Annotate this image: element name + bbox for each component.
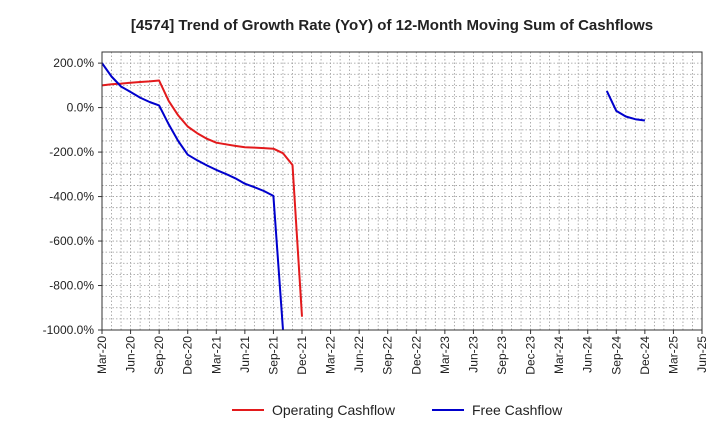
x-tick-label: Sep-24 bbox=[609, 336, 623, 375]
free-cashflow-line bbox=[102, 62, 284, 330]
x-tick-label: Jun-25 bbox=[695, 336, 709, 373]
x-tick-label: Jun-23 bbox=[466, 336, 480, 373]
series-lines bbox=[102, 62, 646, 330]
x-tick-label: Mar-21 bbox=[209, 336, 223, 374]
y-tick-label: -600.0% bbox=[49, 234, 94, 248]
x-tick-label: Dec-21 bbox=[295, 336, 309, 375]
grid bbox=[102, 52, 702, 330]
y-tick-label: -400.0% bbox=[49, 190, 94, 204]
free-cashflow-line bbox=[605, 90, 646, 122]
x-tick-label: Sep-23 bbox=[495, 336, 509, 375]
y-tick-label: -1000.0% bbox=[43, 323, 95, 337]
operating-cashflow-line bbox=[102, 79, 303, 317]
x-axis-ticks: Mar-20 Jun-20 Sep-20 Dec-20 Mar-21 Jun-21 Sep-… bbox=[95, 330, 709, 375]
y-tick-label: 0.0% bbox=[67, 101, 95, 115]
x-tick-label: Sep-21 bbox=[266, 336, 280, 375]
x-tick-label: Dec-24 bbox=[638, 336, 652, 375]
chart-title: [4574] Trend of Growth Rate (YoY) of 12-… bbox=[131, 17, 653, 34]
x-tick-label: Jun-24 bbox=[581, 336, 595, 373]
x-tick-label: Sep-22 bbox=[381, 336, 395, 375]
x-tick-label: Mar-25 bbox=[666, 336, 680, 374]
x-tick-label: Sep-20 bbox=[152, 336, 166, 375]
y-tick-label: -800.0% bbox=[49, 279, 94, 293]
legend-label-operating-cashflow: Operating Cashflow bbox=[272, 402, 396, 418]
y-tick-label: -200.0% bbox=[49, 145, 94, 159]
plot-border bbox=[101, 51, 703, 331]
legend-label-free-cashflow: Free Cashflow bbox=[472, 402, 563, 418]
legend: Operating Cashflow Free Cashflow bbox=[232, 402, 563, 418]
x-tick-label: Dec-22 bbox=[409, 336, 423, 375]
x-tick-label: Dec-23 bbox=[524, 336, 538, 375]
x-tick-label: Mar-24 bbox=[552, 336, 566, 374]
x-tick-label: Jun-22 bbox=[352, 336, 366, 373]
x-tick-label: Mar-20 bbox=[95, 336, 109, 374]
x-tick-label: Mar-23 bbox=[438, 336, 452, 374]
y-axis-ticks: 200.0% 0.0% -200.0% -400.0% -600.0% -800.0% -1… bbox=[43, 56, 102, 337]
x-tick-label: Dec-20 bbox=[181, 336, 195, 375]
x-tick-label: Mar-22 bbox=[324, 336, 338, 374]
x-tick-label: Jun-21 bbox=[238, 336, 252, 373]
y-tick-label: 200.0% bbox=[53, 56, 94, 70]
x-tick-label: Jun-20 bbox=[124, 336, 138, 373]
